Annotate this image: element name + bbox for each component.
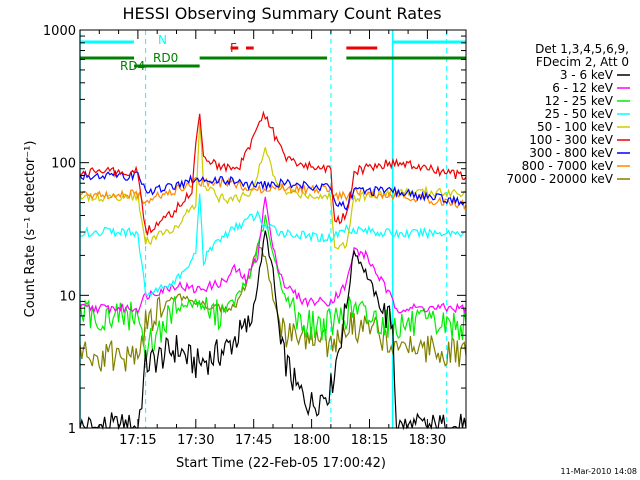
- x-tick-label: 18:30: [409, 433, 446, 448]
- legend-entry-label: 50 - 100 keV: [537, 120, 614, 134]
- x-tick-label: 17:45: [235, 433, 272, 448]
- legend-entry-label: 100 - 300 keV: [529, 133, 613, 147]
- series-layer: [79, 110, 467, 431]
- y-tick-label: 1: [68, 422, 76, 437]
- flag-label-rd0: RD0: [153, 51, 178, 65]
- y-tick-label: 10: [59, 289, 76, 304]
- series-line-6: [79, 169, 467, 211]
- series-line-0: [79, 230, 467, 431]
- x-axis-label: Start Time (22-Feb-05 17:00:42): [176, 456, 386, 471]
- footer-timestamp: 11-Mar-2010 14:08: [561, 467, 638, 476]
- legend-entry-label: 12 - 25 keV: [545, 94, 614, 108]
- legend-header-line1: Det 1,3,4,5,6,9,: [535, 42, 629, 56]
- legend-entry-label: 300 - 800 keV: [529, 146, 613, 160]
- flag-label-night: N: [158, 33, 167, 47]
- x-tick-label: 18:15: [351, 433, 388, 448]
- y-axis-label: Count Rate (s⁻¹ detector⁻¹): [23, 141, 38, 318]
- series-line-5: [79, 110, 467, 236]
- y-tick-label: 100: [51, 157, 76, 172]
- plot-area: [80, 30, 466, 428]
- legend-entry-label: 7000 - 20000 keV: [506, 172, 613, 186]
- flag-label-rd4: RD4: [120, 59, 145, 73]
- y-tick-label: 1000: [43, 24, 76, 39]
- flag-bars: N F RD0 RD4: [80, 33, 466, 73]
- series-line-8: [79, 242, 467, 372]
- legend-header-line2: FDecim 2, Att 0: [536, 55, 629, 69]
- legend-entry-label: 6 - 12 keV: [552, 81, 614, 95]
- chart-title: HESSI Observing Summary Count Rates: [122, 4, 441, 23]
- plot-background: [80, 30, 466, 428]
- legend-entry-label: 25 - 50 keV: [545, 107, 614, 121]
- legend: Det 1,3,4,5,6,9, FDecim 2, Att 0 3 - 6 k…: [506, 42, 630, 186]
- axes: 17:15 17:30 17:45 18:00 18:15 18:30 1 10 100 1000: [43, 24, 467, 448]
- x-tick-label: 17:15: [119, 433, 156, 448]
- legend-entry-label: 800 - 7000 keV: [522, 159, 614, 173]
- x-tick-label: 18:00: [293, 433, 330, 448]
- legend-entry-label: 3 - 6 keV: [560, 68, 614, 82]
- series-line-3: [79, 193, 467, 298]
- x-tick-label: 17:30: [177, 433, 214, 448]
